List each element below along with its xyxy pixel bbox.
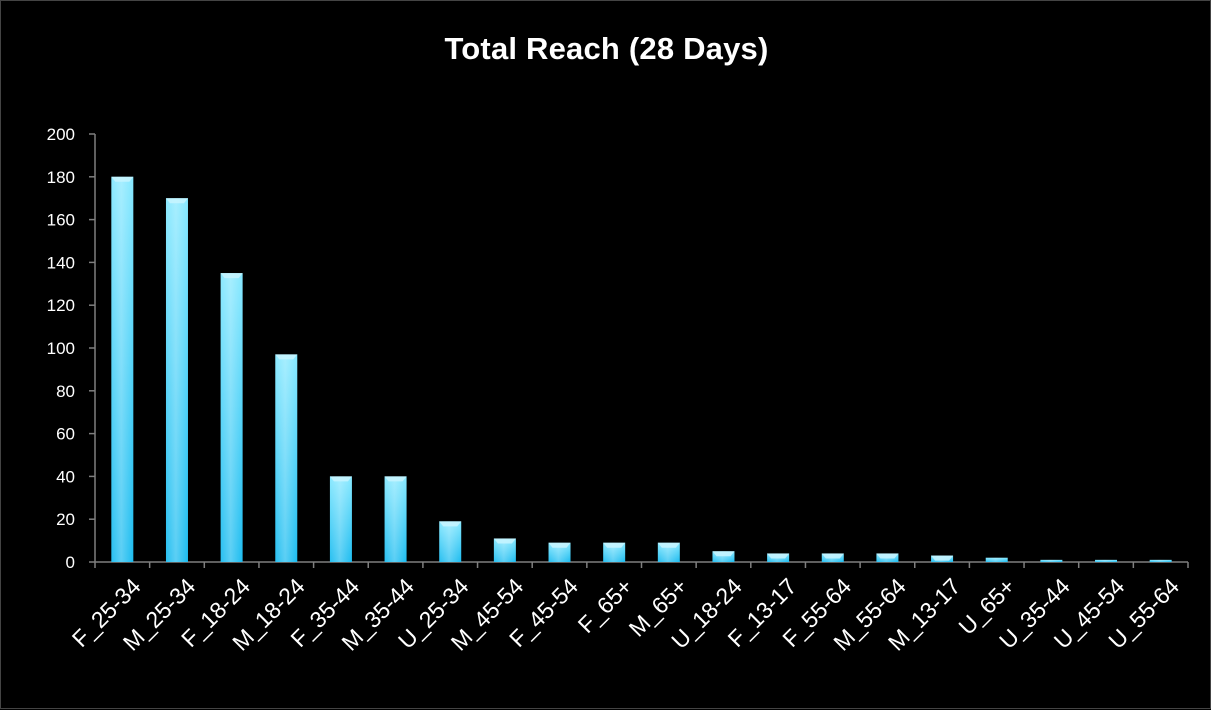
y-tick-label: 160 [47,211,75,230]
bar-cap [329,476,352,482]
bar-M_65+ [657,542,680,562]
bar-cap [712,551,735,557]
bar-F_25-34 [111,176,134,563]
bar-cap [821,553,844,559]
bar-M_35-44 [384,476,407,562]
bar-M_55-64 [876,553,899,562]
bar-cap [767,553,790,559]
y-axis: 0 20 40 60 80 100 120 140 160 180 200 [47,125,96,572]
y-tick-label: 20 [56,510,75,529]
bar-cap [603,542,626,548]
bar-U_18-24 [712,551,735,562]
bar-highlight [439,521,462,562]
bar-cap [876,553,899,559]
bar-U_55-64 [1149,559,1172,562]
y-tick-label: 140 [47,253,75,272]
bar-F_13-17 [767,553,790,562]
bar-F_45-54 [548,542,571,562]
bar-highlight [111,176,134,563]
bar-cap [548,542,571,548]
bar-cap [439,521,462,527]
bar-highlight [1095,559,1118,562]
y-tick-label: 100 [47,339,75,358]
bar-M_25-34 [165,198,188,562]
bar-F_65+ [603,542,626,562]
bar-highlight [1040,559,1063,562]
bar-cap [657,542,680,548]
bar-F_18-24 [220,273,243,562]
bar-cap [384,476,407,482]
chart-title: Total Reach (28 Days) [444,31,769,66]
bar-M_13-17 [931,555,954,562]
y-tick-label: 60 [56,425,75,444]
bar-highlight [165,198,188,562]
bar-highlight [275,354,298,562]
bar-cap [275,354,298,360]
y-tick-label: 180 [47,168,75,187]
x-axis: F_25-34M_25-34F_18-24M_18-24F_35-44M_35-… [67,561,1189,656]
bars [111,176,1172,563]
bar-U_25-34 [439,521,462,562]
bar-U_65+ [985,557,1008,562]
bar-highlight [985,557,1008,562]
bar-U_45-54 [1095,559,1118,562]
bar-M_45-54 [493,538,516,562]
bar-highlight [1149,559,1172,562]
bar-F_55-64 [821,553,844,562]
bar-cap [111,176,134,182]
y-tick-label: 120 [47,296,75,315]
bar-F_35-44 [329,476,352,562]
bar-highlight [329,476,352,562]
y-tick-label: 80 [56,382,75,401]
bar-highlight [493,538,516,562]
bar-highlight [712,551,735,562]
y-tick-label: 0 [66,553,75,572]
y-tick-label: 200 [47,125,75,144]
bar-highlight [220,273,243,562]
bar-M_18-24 [275,354,298,562]
bar-cap [493,538,516,544]
bar-cap [165,198,188,204]
bar-cap [931,555,954,561]
bar-U_35-44 [1040,559,1063,562]
bar-cap [220,273,243,279]
bar-highlight [384,476,407,562]
y-tick-label: 40 [56,467,75,486]
